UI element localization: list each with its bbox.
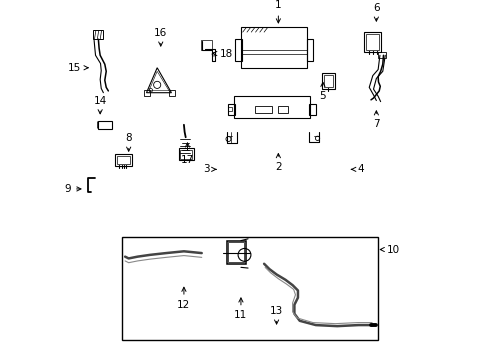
Bar <box>306 39 312 60</box>
Bar <box>255 105 272 113</box>
Bar <box>377 52 385 58</box>
Text: 18: 18 <box>212 49 232 59</box>
Bar <box>228 242 244 262</box>
Bar <box>180 150 191 159</box>
Text: 1: 1 <box>274 0 281 23</box>
Text: 15: 15 <box>68 63 88 73</box>
Text: 17: 17 <box>181 143 194 166</box>
Bar <box>277 105 287 113</box>
Bar <box>117 156 129 164</box>
Bar <box>322 73 334 89</box>
Text: 9: 9 <box>64 184 81 194</box>
Text: 7: 7 <box>372 111 379 129</box>
Bar <box>98 121 112 129</box>
Text: 3: 3 <box>203 164 216 174</box>
Bar <box>234 39 241 60</box>
Bar <box>143 90 150 95</box>
Bar <box>228 104 234 115</box>
Bar <box>178 148 193 161</box>
Bar <box>228 107 231 111</box>
Text: 13: 13 <box>269 306 283 324</box>
Text: 12: 12 <box>177 287 190 310</box>
Bar <box>324 75 332 87</box>
Text: 5: 5 <box>319 82 325 100</box>
Bar <box>201 40 212 50</box>
Bar <box>363 32 380 52</box>
Text: 4: 4 <box>351 164 363 174</box>
Bar <box>122 237 377 341</box>
Text: 6: 6 <box>372 3 379 21</box>
Bar <box>241 27 306 68</box>
Bar <box>226 240 246 264</box>
Bar <box>115 154 131 166</box>
Text: 16: 16 <box>154 28 167 46</box>
Bar <box>366 34 378 50</box>
Bar <box>168 90 175 95</box>
Bar <box>233 95 310 118</box>
Text: 10: 10 <box>380 244 399 255</box>
Text: 2: 2 <box>274 154 281 172</box>
Bar <box>309 104 315 115</box>
Text: 8: 8 <box>125 133 132 151</box>
Text: 11: 11 <box>234 298 247 320</box>
Text: 14: 14 <box>93 95 106 114</box>
Bar <box>93 30 103 39</box>
